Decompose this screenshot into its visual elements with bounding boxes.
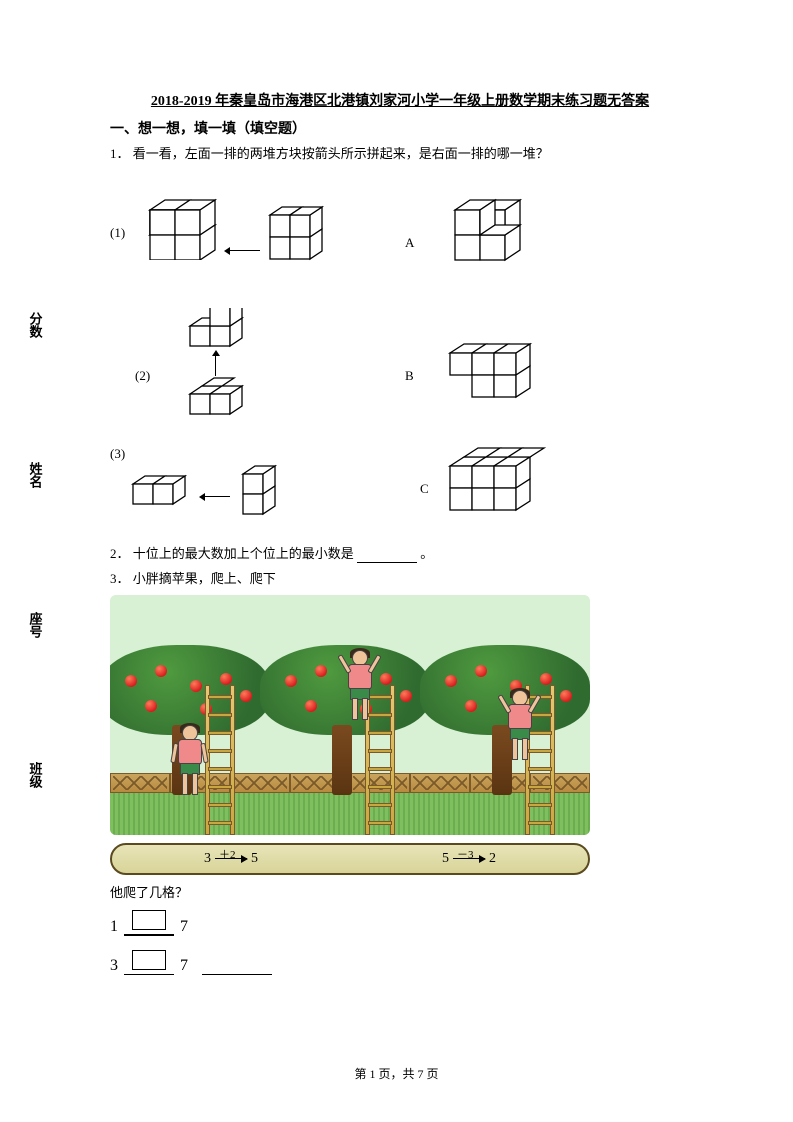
sidebar-seat: 座号 (26, 612, 45, 638)
sidebar-label: 姓名 (28, 462, 43, 488)
row-label: (3) (110, 446, 125, 462)
sidebar-name: 姓名 (26, 462, 45, 488)
equation-1: 3 ＋2 5 (204, 851, 258, 867)
q3-num: 3． (110, 571, 130, 586)
illus-grass (110, 793, 590, 835)
ans-left: 3 (110, 957, 118, 975)
cube-right (440, 180, 540, 285)
blank-input[interactable] (202, 961, 272, 975)
arrow-icon (230, 250, 260, 251)
q2-text: 2． 十位上的最大数加上个位上的最小数是 。 (110, 544, 690, 564)
arrow-icon: ＋2 (215, 858, 247, 859)
answer-row-2: 3 7 (110, 950, 690, 976)
sidebar-class: 班级 (26, 762, 45, 788)
answer-row-1: 1 7 (110, 910, 690, 936)
row-label: (2) (135, 368, 150, 384)
ans-right: 7 (180, 918, 188, 936)
q1-body: 看一看，左面一排的两堆方块按箭头所示拼起来，是右面一排的哪一堆？ (133, 146, 549, 161)
sidebar-score: 分数 (26, 312, 45, 338)
blank-box[interactable] (132, 910, 166, 930)
box-over-line (124, 910, 174, 936)
option-label: C (420, 481, 429, 497)
q1-row-1: (1) (110, 170, 690, 300)
option-label: A (405, 235, 414, 251)
q2-num: 2． (110, 546, 130, 561)
fraction-bar (124, 934, 174, 936)
cube-left-b (265, 195, 325, 280)
sidebar-label: 班级 (28, 762, 43, 788)
eq-b: 2 (489, 851, 496, 867)
cube-left-a (140, 180, 230, 265)
arrow-icon (205, 496, 230, 497)
eq-op: ＋2 (219, 846, 236, 862)
q2-after: 。 (420, 546, 433, 561)
sidebar-label: 分数 (28, 312, 43, 338)
q3-text: 3． 小胖摘苹果，爬上、爬下 (110, 569, 690, 589)
q1-row-3: (3) C (110, 436, 690, 536)
q3-prompt: 他爬了几格？ (110, 883, 690, 903)
q1-num: 1． (110, 146, 130, 161)
q1-row-2: (2) B (110, 308, 690, 428)
q3-body: 小胖摘苹果，爬上、爬下 (133, 571, 276, 586)
blank-input[interactable] (357, 549, 417, 563)
cube-left-b (235, 456, 290, 531)
arrow-icon: －3 (453, 858, 485, 859)
cube-top (180, 308, 260, 363)
blank-box[interactable] (132, 950, 166, 970)
q3-illustration (110, 595, 590, 835)
ans-right: 7 (180, 957, 188, 975)
option-label: B (405, 368, 414, 384)
q2-before: 十位上的最大数加上个位上的最小数是 (133, 546, 354, 561)
arrow-icon (215, 356, 216, 376)
fraction-bar (124, 974, 174, 976)
ans-left: 1 (110, 918, 118, 936)
cube-bottom (180, 376, 260, 436)
eq-op: －3 (457, 846, 474, 862)
page-title: 2018-2019 年秦皇岛市海港区北港镇刘家河小学一年级上册数学期末练习题无答… (110, 90, 690, 110)
cube-right (440, 328, 550, 423)
section-header: 一、想一想，填一填（填空题） (110, 118, 690, 138)
sidebar: 分数 姓名 座号 班级 (20, 250, 50, 850)
page-content: 2018-2019 年秦皇岛市海港区北港镇刘家河小学一年级上册数学期末练习题无答… (110, 90, 690, 989)
eq-a: 5 (442, 851, 449, 867)
sidebar-label: 座号 (28, 612, 43, 638)
eq-b: 5 (251, 851, 258, 867)
eq-a: 3 (204, 851, 211, 867)
box-over-line (124, 950, 174, 976)
q1-text: 1． 看一看，左面一排的两堆方块按箭头所示拼起来，是右面一排的哪一堆？ (110, 144, 690, 164)
cube-left-a (125, 466, 195, 526)
page-footer: 第 1 页，共 7 页 (0, 1065, 793, 1082)
cube-right (440, 441, 560, 536)
equation-2: 5 －3 2 (442, 851, 496, 867)
equation-bar: 3 ＋2 5 5 －3 2 (110, 843, 590, 875)
row-label: (1) (110, 225, 125, 241)
